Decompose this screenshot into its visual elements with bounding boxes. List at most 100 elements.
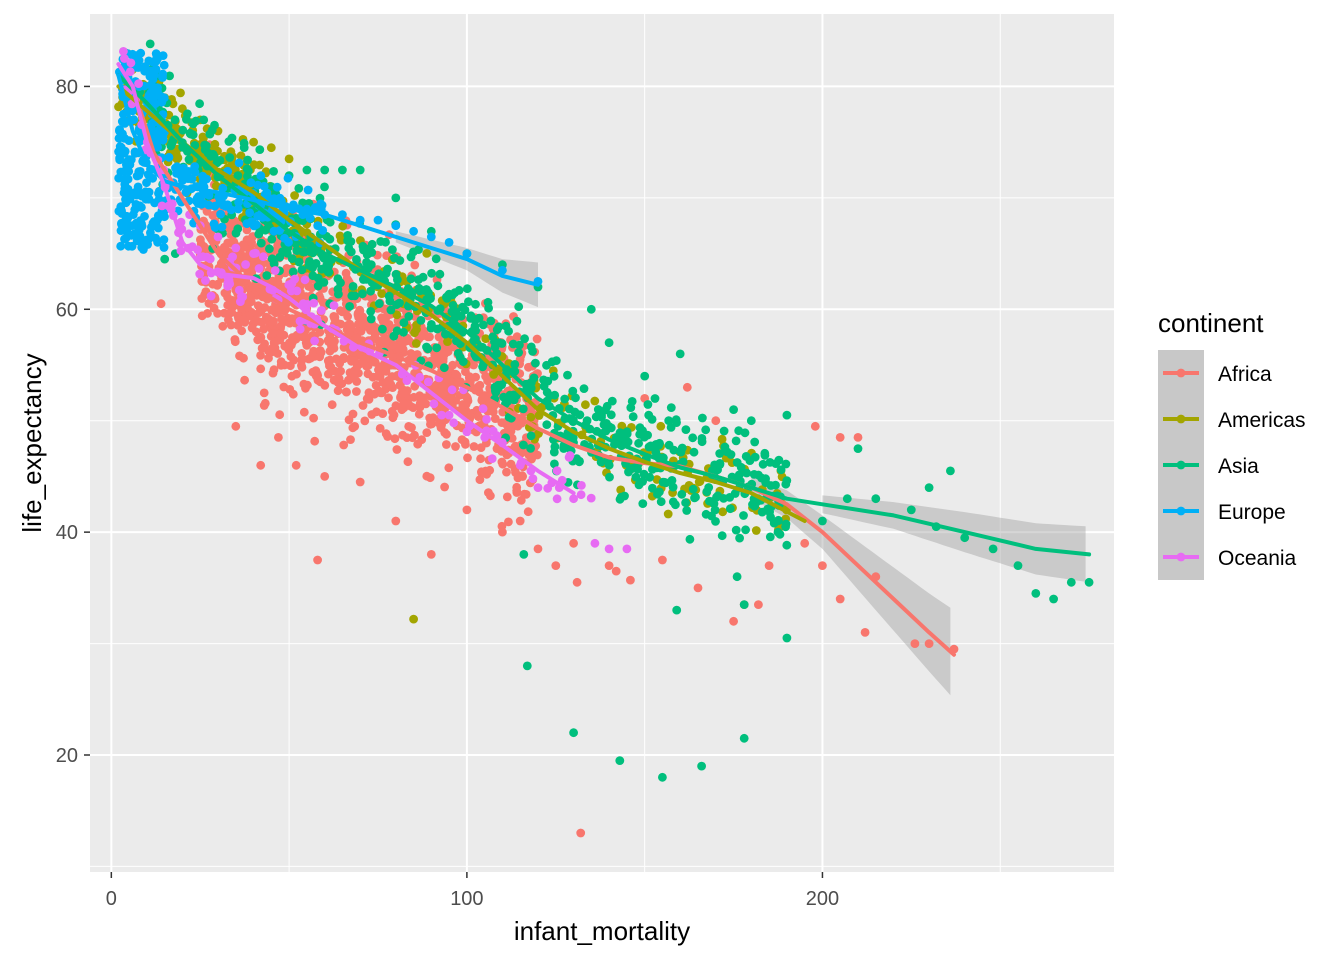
point-africa <box>475 475 485 484</box>
point-asia <box>924 483 934 492</box>
point-africa <box>498 459 508 469</box>
point-africa <box>257 317 267 327</box>
point-asia <box>550 390 560 400</box>
point-asia <box>634 480 644 490</box>
legend-label: Asia <box>1218 455 1259 478</box>
legend-label: Oceania <box>1218 547 1297 570</box>
point-asia <box>366 314 376 324</box>
point-africa <box>275 410 285 420</box>
point-asia <box>781 459 791 469</box>
point-africa <box>417 396 427 405</box>
point-americas <box>249 137 258 147</box>
point-asia <box>427 268 436 278</box>
point-oceania <box>402 376 412 385</box>
point-asia <box>618 429 628 438</box>
point-americas <box>422 249 432 258</box>
point-africa <box>392 445 402 454</box>
point-africa <box>240 375 250 385</box>
point-africa <box>361 354 370 364</box>
point-asia <box>765 458 775 467</box>
point-asia <box>519 440 528 450</box>
point-asia <box>435 269 445 279</box>
point-europe <box>284 237 293 247</box>
point-asia <box>422 285 431 294</box>
point-asia <box>645 472 655 482</box>
point-asia <box>782 540 792 550</box>
point-asia <box>406 252 416 262</box>
point-oceania <box>310 336 319 346</box>
point-africa <box>436 423 446 432</box>
point-asia <box>675 349 685 359</box>
point-africa <box>527 454 536 464</box>
point-africa <box>512 332 522 342</box>
point-oceania <box>482 415 491 424</box>
point-africa <box>521 490 531 499</box>
point-asia <box>853 444 863 453</box>
point-asia <box>682 506 692 515</box>
point-asia <box>378 324 387 334</box>
point-africa <box>224 315 233 325</box>
point-africa <box>254 308 264 317</box>
point-asia <box>188 130 198 140</box>
point-asia <box>448 301 458 310</box>
point-africa <box>339 440 349 450</box>
point-europe <box>141 194 151 204</box>
point-asia <box>757 507 767 517</box>
point-asia <box>615 756 625 765</box>
point-asia <box>239 138 249 148</box>
point-asia <box>550 442 560 452</box>
point-asia <box>522 661 532 671</box>
point-oceania <box>569 494 578 504</box>
point-africa <box>458 400 468 409</box>
point-europe <box>218 183 228 193</box>
point-africa <box>239 353 248 363</box>
point-asia <box>352 255 361 264</box>
point-africa <box>346 435 355 444</box>
point-africa <box>260 398 270 408</box>
point-asia <box>404 312 414 321</box>
point-africa <box>383 432 392 441</box>
point-africa <box>388 413 398 423</box>
point-asia <box>366 286 375 296</box>
point-africa <box>247 323 257 333</box>
point-asia <box>842 494 852 504</box>
point-africa <box>513 473 523 483</box>
point-africa <box>297 354 307 364</box>
point-asia <box>739 733 749 743</box>
point-europe <box>116 241 126 251</box>
point-asia <box>488 332 498 342</box>
point-asia <box>389 331 399 341</box>
point-africa <box>682 382 692 392</box>
point-asia <box>344 243 354 253</box>
point-africa <box>286 361 295 371</box>
point-asia <box>478 320 488 330</box>
point-africa <box>572 577 582 587</box>
point-europe <box>283 173 293 183</box>
point-europe <box>313 221 323 231</box>
point-africa <box>325 346 335 356</box>
point-africa <box>276 329 285 338</box>
point-asia <box>655 487 664 497</box>
point-oceania <box>237 291 246 301</box>
point-africa <box>259 324 269 334</box>
point-europe <box>116 167 126 177</box>
legend-label: Americas <box>1218 409 1306 432</box>
point-oceania <box>444 410 454 420</box>
point-asia <box>735 533 744 543</box>
y-axis-title: life_expectancy <box>17 353 47 532</box>
point-africa <box>398 430 408 440</box>
point-africa <box>442 440 451 449</box>
point-asia <box>620 491 629 501</box>
point-oceania <box>528 474 538 483</box>
point-asia <box>715 460 725 469</box>
point-africa <box>445 394 455 403</box>
point-asia <box>483 297 493 307</box>
legend-item-africa: Africa <box>1158 350 1272 396</box>
point-oceania <box>249 249 258 258</box>
point-asia <box>746 416 756 426</box>
point-europe <box>133 63 143 72</box>
point-europe <box>234 158 244 168</box>
point-africa <box>410 430 419 440</box>
point-africa <box>504 517 513 527</box>
